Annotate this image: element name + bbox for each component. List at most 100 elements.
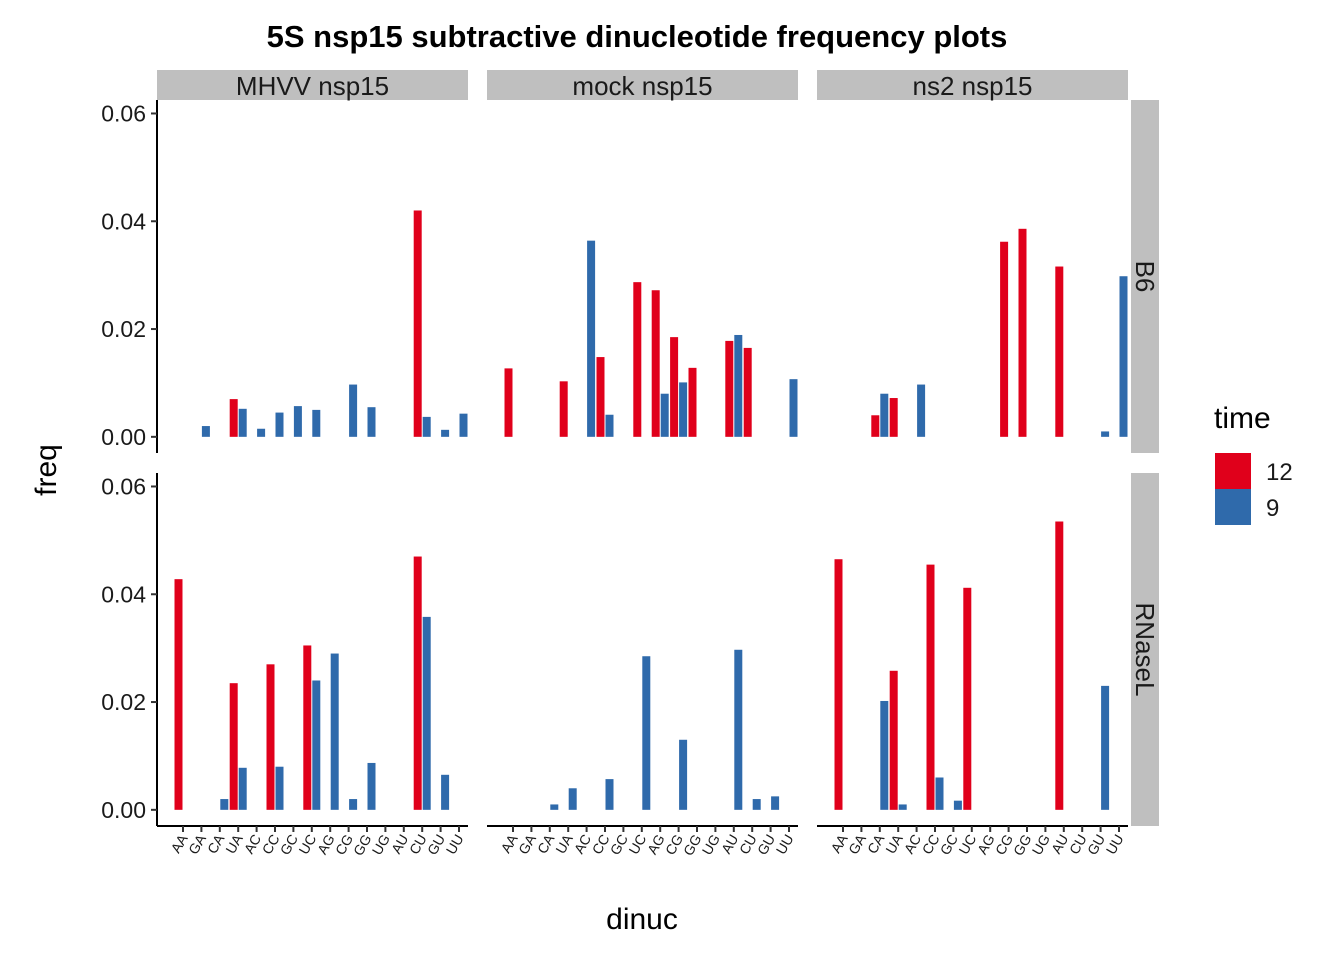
- row-strip: [1131, 473, 1159, 826]
- bar-12-AU: [1055, 521, 1064, 810]
- row-strips: B6 RNaseL: [1130, 100, 1160, 826]
- bar-9-CA: [880, 700, 889, 810]
- legend-key-9: [1215, 489, 1251, 525]
- bar-9-GG: [367, 407, 376, 437]
- bar-9-GU: [771, 796, 780, 810]
- bar-9-GU: [441, 774, 450, 810]
- column-strip: [157, 70, 468, 100]
- panel-ns2_nsp15-B6: [871, 228, 1128, 437]
- bar-9-AU: [734, 334, 743, 437]
- bar-9-AG: [660, 393, 669, 437]
- bar-12-CC: [926, 564, 935, 810]
- bar-12-UA: [229, 683, 238, 810]
- bar-12-UA: [889, 398, 898, 437]
- bar-9-GC: [293, 406, 302, 437]
- bar-9-AC: [587, 240, 596, 437]
- bar-9-AU: [734, 649, 743, 810]
- bar-12-GG: [1018, 228, 1027, 437]
- row-strip: [1131, 100, 1159, 453]
- chart-title: 5S nsp15 subtractive dinucleotide freque…: [267, 19, 1008, 54]
- bar-9-UU: [789, 379, 798, 437]
- bar-9-UA: [568, 788, 577, 810]
- column-strip-label: ns2 nsp15: [913, 71, 1033, 101]
- y-axis-title: freq: [30, 444, 63, 496]
- column-strip: [487, 70, 798, 100]
- panel-mock_nsp15-RNaseL: [550, 649, 780, 810]
- bar-12-CU: [413, 210, 422, 437]
- bar-12-CG: [1000, 241, 1009, 437]
- y-tick-label: 0.04: [101, 208, 146, 234]
- bar-12-UC: [633, 282, 642, 437]
- axes: 0.000.020.040.060.000.020.040.06AAGACAUA…: [101, 100, 1128, 858]
- panel-MHVV_nsp15-RNaseL: [174, 556, 450, 810]
- bar-9-UC: [642, 656, 651, 810]
- y-tick-label: 0.02: [101, 316, 146, 342]
- legend-title: time: [1214, 402, 1271, 435]
- bar-9-GC: [953, 800, 962, 810]
- bar-9-UC: [312, 680, 321, 810]
- bar-9-CC: [605, 414, 614, 437]
- bar-9-UU: [459, 413, 468, 437]
- y-tick-label: 0.00: [101, 797, 146, 823]
- bar-12-AA: [504, 368, 513, 437]
- legend: time 12 9: [1214, 402, 1293, 525]
- bar-12-UC: [963, 587, 972, 810]
- bar-9-UC: [312, 409, 321, 437]
- legend-label-9: 9: [1266, 495, 1279, 522]
- legend-label-12: 12: [1266, 459, 1293, 486]
- panel-ns2_nsp15-RNaseL: [834, 521, 1110, 810]
- bar-12-AU: [1055, 266, 1064, 437]
- bar-9-GU: [1101, 431, 1110, 437]
- bar-12-CG: [670, 337, 679, 437]
- column-strip-label: MHVV nsp15: [236, 71, 389, 101]
- y-tick-label: 0.02: [101, 689, 146, 715]
- column-strip: [817, 70, 1128, 100]
- bar-9-GG: [367, 762, 376, 810]
- panels: [174, 210, 1128, 810]
- panel-MHVV_nsp15-B6: [201, 210, 468, 437]
- bar-9-CG: [679, 739, 688, 810]
- bar-12-UC: [303, 645, 312, 810]
- bar-12-AA: [834, 559, 843, 810]
- bar-9-CA: [550, 804, 559, 810]
- y-tick-label: 0.04: [101, 581, 146, 607]
- bar-12-AA: [174, 579, 183, 810]
- bar-9-UA: [238, 408, 247, 437]
- row-strip-label: B6: [1130, 261, 1160, 293]
- bar-9-CU: [422, 616, 431, 810]
- bar-9-AC: [917, 384, 926, 437]
- bar-9-GA: [201, 426, 210, 437]
- bar-12-AU: [725, 340, 734, 437]
- bar-9-CA: [880, 393, 889, 437]
- bar-9-CG: [349, 384, 358, 437]
- bar-12-CA: [871, 415, 880, 437]
- bar-12-UA: [889, 670, 898, 810]
- bar-12-CC: [266, 664, 275, 810]
- panel-mock_nsp15-B6: [504, 240, 798, 437]
- bar-9-CG: [679, 382, 688, 437]
- bar-12-CU: [743, 347, 752, 437]
- bar-9-UU: [1119, 276, 1128, 437]
- y-tick-label: 0.06: [101, 100, 146, 126]
- legend-key-12: [1215, 453, 1251, 489]
- bar-12-UA: [229, 399, 238, 437]
- bar-12-UA: [559, 381, 568, 437]
- x-tick-label: UU: [1103, 832, 1127, 858]
- column-strip-label: mock nsp15: [572, 71, 712, 101]
- row-strip-label: RNaseL: [1130, 603, 1160, 697]
- bar-12-CU: [413, 556, 422, 810]
- x-tick-label: UU: [773, 832, 797, 858]
- bar-9-AC: [257, 428, 266, 437]
- x-axis-title: dinuc: [606, 903, 678, 936]
- bar-9-CU: [422, 416, 431, 437]
- bar-9-CU: [752, 799, 761, 810]
- y-tick-label: 0.00: [101, 424, 146, 450]
- column-strips: MHVV nsp15 mock nsp15 ns2 nsp15: [157, 70, 1128, 101]
- y-tick-label: 0.06: [101, 473, 146, 499]
- bar-9-GU: [441, 429, 450, 437]
- bar-9-CC: [935, 777, 944, 810]
- x-tick-label: UU: [443, 832, 467, 858]
- bar-9-CC: [275, 766, 284, 810]
- bar-9-AG: [330, 653, 339, 810]
- bar-9-UA: [898, 804, 907, 810]
